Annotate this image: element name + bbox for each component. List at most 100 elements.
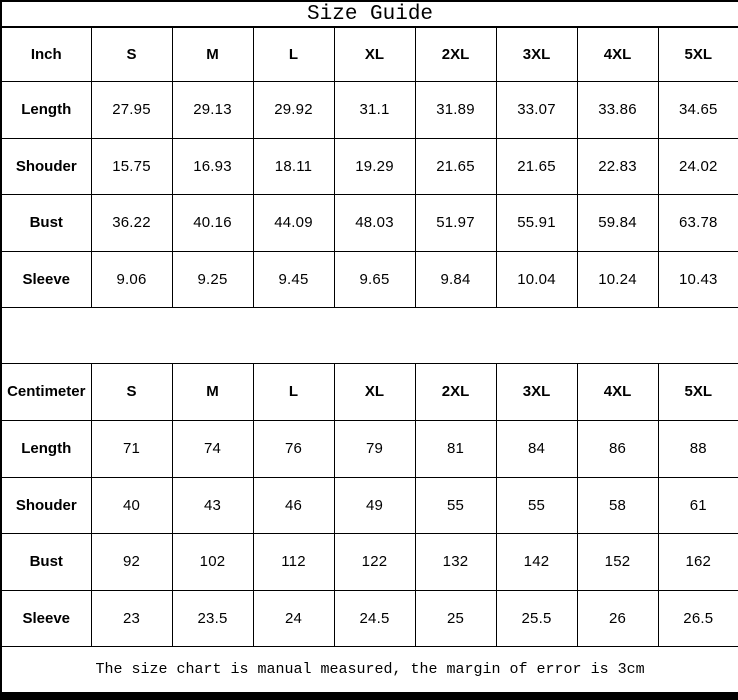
spacer-cell [0, 307, 738, 364]
row-label: Length [0, 420, 92, 478]
size-value-cell: 43 [171, 476, 254, 535]
size-value-cell: 24 [252, 589, 335, 648]
size-value-cell: 23.5 [171, 589, 254, 648]
size-value-cell: 79 [333, 420, 416, 478]
bottom-bar [0, 692, 738, 700]
cm-bust-row: Bust 92 102 112 122 132 142 152 162 [0, 533, 738, 591]
size-value-cell: 9.84 [414, 250, 497, 309]
size-value-cell: 10.24 [576, 250, 659, 309]
col-header-l: L [252, 362, 335, 422]
size-value-cell: 59.84 [576, 194, 659, 252]
size-value-cell: 76 [252, 420, 335, 478]
size-value-cell: 26 [576, 589, 659, 648]
size-value-cell: 31.89 [414, 81, 497, 139]
inch-length-row: Length 27.95 29.13 29.92 31.1 31.89 33.0… [0, 81, 738, 139]
col-header-5xl: 5XL [657, 26, 738, 83]
col-header-4xl: 4XL [576, 26, 659, 83]
cm-sleeve-row: Sleeve 23 23.5 24 24.5 25 25.5 26 26.5 [0, 589, 738, 648]
col-header-3xl: 3XL [495, 362, 578, 422]
spacer-row [0, 307, 738, 364]
size-value-cell: 71 [90, 420, 173, 478]
size-value-cell: 24.5 [333, 589, 416, 648]
inch-unit-header: Inch [0, 26, 92, 83]
row-label: Bust [0, 194, 92, 252]
size-value-cell: 81 [414, 420, 497, 478]
size-value-cell: 162 [657, 533, 738, 591]
col-header-m: M [171, 26, 254, 83]
size-value-cell: 21.65 [495, 137, 578, 196]
size-value-cell: 9.25 [171, 250, 254, 309]
size-value-cell: 22.83 [576, 137, 659, 196]
size-value-cell: 84 [495, 420, 578, 478]
size-value-cell: 27.95 [90, 81, 173, 139]
col-header-m: M [171, 362, 254, 422]
cm-unit-header: Centimeter [0, 362, 92, 422]
size-value-cell: 29.92 [252, 81, 335, 139]
size-value-cell: 33.07 [495, 81, 578, 139]
size-value-cell: 10.43 [657, 250, 738, 309]
size-value-cell: 63.78 [657, 194, 738, 252]
size-value-cell: 55 [414, 476, 497, 535]
size-value-cell: 16.93 [171, 137, 254, 196]
bottom-bar-row [0, 692, 738, 700]
page-title: Size Guide [0, 0, 738, 29]
row-label: Bust [0, 533, 92, 591]
row-label: Sleeve [0, 250, 92, 309]
size-value-cell: 9.65 [333, 250, 416, 309]
col-header-3xl: 3XL [495, 26, 578, 83]
size-value-cell: 58 [576, 476, 659, 535]
size-value-cell: 9.45 [252, 250, 335, 309]
size-value-cell: 112 [252, 533, 335, 591]
size-value-cell: 55 [495, 476, 578, 535]
cm-length-row: Length 71 74 76 79 81 84 86 88 [0, 420, 738, 478]
footer-note: The size chart is manual measured, the m… [0, 645, 738, 694]
size-value-cell: 9.06 [90, 250, 173, 309]
size-value-cell: 29.13 [171, 81, 254, 139]
size-value-cell: 49 [333, 476, 416, 535]
size-value-cell: 19.29 [333, 137, 416, 196]
footer-row: The size chart is manual measured, the m… [0, 645, 738, 694]
col-header-4xl: 4XL [576, 362, 659, 422]
col-header-2xl: 2XL [414, 26, 497, 83]
size-value-cell: 34.65 [657, 81, 738, 139]
size-value-cell: 10.04 [495, 250, 578, 309]
col-header-2xl: 2XL [414, 362, 497, 422]
row-label: Shouder [0, 476, 92, 535]
size-value-cell: 40 [90, 476, 173, 535]
size-value-cell: 102 [171, 533, 254, 591]
size-value-cell: 33.86 [576, 81, 659, 139]
size-value-cell: 46 [252, 476, 335, 535]
row-label: Sleeve [0, 589, 92, 648]
size-value-cell: 142 [495, 533, 578, 591]
size-value-cell: 88 [657, 420, 738, 478]
cm-shoulder-row: Shouder 40 43 46 49 55 55 58 61 [0, 476, 738, 535]
title-row: Size Guide [0, 0, 738, 29]
size-value-cell: 55.91 [495, 194, 578, 252]
size-value-cell: 40.16 [171, 194, 254, 252]
size-value-cell: 132 [414, 533, 497, 591]
col-header-s: S [90, 362, 173, 422]
size-value-cell: 36.22 [90, 194, 173, 252]
inch-shoulder-row: Shouder 15.75 16.93 18.11 19.29 21.65 21… [0, 137, 738, 196]
size-value-cell: 23 [90, 589, 173, 648]
inch-sleeve-row: Sleeve 9.06 9.25 9.45 9.65 9.84 10.04 10… [0, 250, 738, 309]
size-value-cell: 24.02 [657, 137, 738, 196]
size-value-cell: 18.11 [252, 137, 335, 196]
size-value-cell: 61 [657, 476, 738, 535]
size-value-cell: 21.65 [414, 137, 497, 196]
row-label: Length [0, 81, 92, 139]
inch-bust-row: Bust 36.22 40.16 44.09 48.03 51.97 55.91… [0, 194, 738, 252]
size-value-cell: 15.75 [90, 137, 173, 196]
col-header-xl: XL [333, 26, 416, 83]
size-value-cell: 26.5 [657, 589, 738, 648]
size-value-cell: 86 [576, 420, 659, 478]
size-value-cell: 25 [414, 589, 497, 648]
col-header-s: S [90, 26, 173, 83]
size-value-cell: 48.03 [333, 194, 416, 252]
size-value-cell: 31.1 [333, 81, 416, 139]
size-value-cell: 122 [333, 533, 416, 591]
col-header-xl: XL [333, 362, 416, 422]
inch-header-row: Inch S M L XL 2XL 3XL 4XL 5XL [0, 26, 738, 83]
